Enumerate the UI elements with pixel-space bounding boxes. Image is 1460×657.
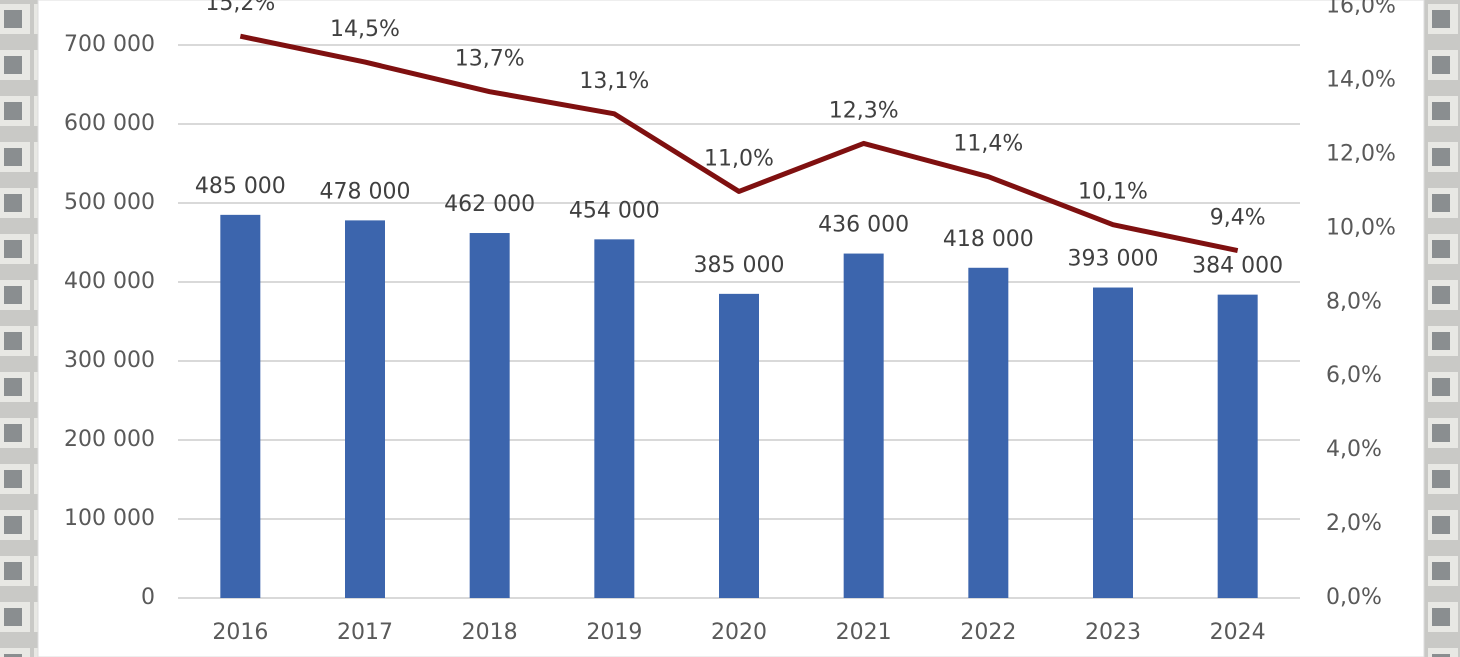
bar	[1217, 294, 1258, 598]
line-value-label: 9,4%	[1210, 206, 1266, 231]
y2-tick-label: 8,0%	[1326, 289, 1382, 314]
y2-tick-label: 12,0%	[1326, 141, 1396, 166]
line-value-label: 14,5%	[330, 17, 400, 42]
bar-value-label: 418 000	[943, 227, 1034, 252]
y-tick-label: 300 000	[64, 348, 155, 373]
bar	[345, 220, 385, 598]
bar-value-label: 384 000	[1192, 254, 1283, 279]
x-tick-label: 2016	[212, 620, 268, 645]
line-value-label: 13,7%	[455, 47, 525, 72]
y-tick-label: 200 000	[64, 427, 155, 452]
bar-value-label: 385 000	[694, 253, 785, 278]
bar-value-label: 436 000	[818, 213, 909, 238]
line-value-label: 10,1%	[1078, 180, 1148, 205]
bar-value-label: 478 000	[320, 179, 411, 204]
bar	[1093, 287, 1133, 598]
bar-value-label: 485 000	[195, 174, 286, 199]
bar	[594, 239, 635, 598]
y-tick-label: 600 000	[64, 111, 155, 136]
line-value-label: 11,0%	[704, 146, 774, 171]
y2-tick-label: 0,0%	[1326, 585, 1382, 610]
y2-tick-label: 16,0%	[1326, 0, 1396, 19]
line-value-label: 12,3%	[829, 98, 899, 123]
background-photo	[0, 0, 38, 657]
bar	[719, 293, 759, 598]
bar-value-label: 462 000	[444, 192, 535, 217]
bar-value-label: 393 000	[1068, 247, 1159, 272]
y2-tick-label: 4,0%	[1326, 437, 1382, 462]
y-tick-label: 700 000	[64, 32, 155, 57]
y-tick-label: 0	[141, 585, 155, 610]
x-tick-label: 2024	[1210, 620, 1266, 645]
x-tick-label: 2020	[711, 620, 767, 645]
line-value-label: 11,4%	[953, 132, 1023, 157]
line-value-label: 13,1%	[579, 69, 649, 94]
bar	[843, 253, 884, 598]
y-tick-label: 100 000	[64, 506, 155, 531]
x-tick-label: 2023	[1085, 620, 1141, 645]
x-tick-label: 2022	[960, 620, 1016, 645]
line-value-label: 15,2%	[205, 0, 275, 16]
y-tick-label: 500 000	[64, 190, 155, 215]
x-tick-label: 2017	[337, 620, 393, 645]
background-photo	[1424, 0, 1460, 657]
y2-tick-label: 6,0%	[1326, 363, 1382, 388]
x-tick-label: 2019	[586, 620, 642, 645]
y2-tick-label: 14,0%	[1326, 68, 1396, 93]
x-tick-label: 2021	[836, 620, 892, 645]
line	[239, 33, 1239, 254]
y-tick-label: 400 000	[64, 269, 155, 294]
y2-tick-label: 2,0%	[1326, 511, 1382, 536]
bar-value-label: 454 000	[569, 198, 660, 223]
bar	[469, 233, 510, 598]
x-tick-label: 2018	[462, 620, 518, 645]
y2-tick-label: 10,0%	[1326, 215, 1396, 240]
bar	[968, 267, 1009, 598]
bar	[220, 214, 261, 598]
